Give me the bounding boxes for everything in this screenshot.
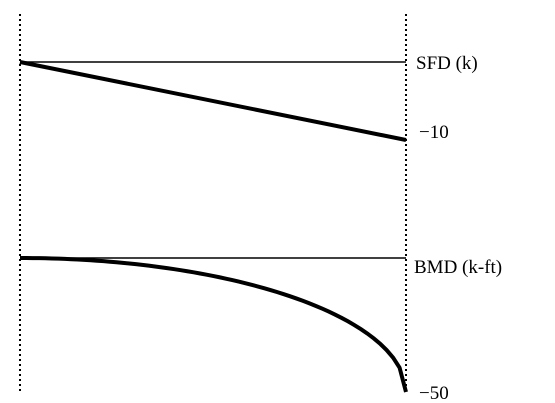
bmd-diagram: BMD (k-ft) −50 <box>19 256 502 403</box>
sfd-shear-line <box>19 60 407 142</box>
bmd-end-value-label: −50 <box>419 383 449 403</box>
sfd-diagram: SFD (k) −10 <box>19 53 478 143</box>
bmd-moment-curve <box>19 256 408 393</box>
sfd-label: SFD (k) <box>416 53 478 74</box>
sfd-end-value-label: −10 <box>419 122 449 143</box>
bmd-label: BMD (k-ft) <box>414 257 502 278</box>
